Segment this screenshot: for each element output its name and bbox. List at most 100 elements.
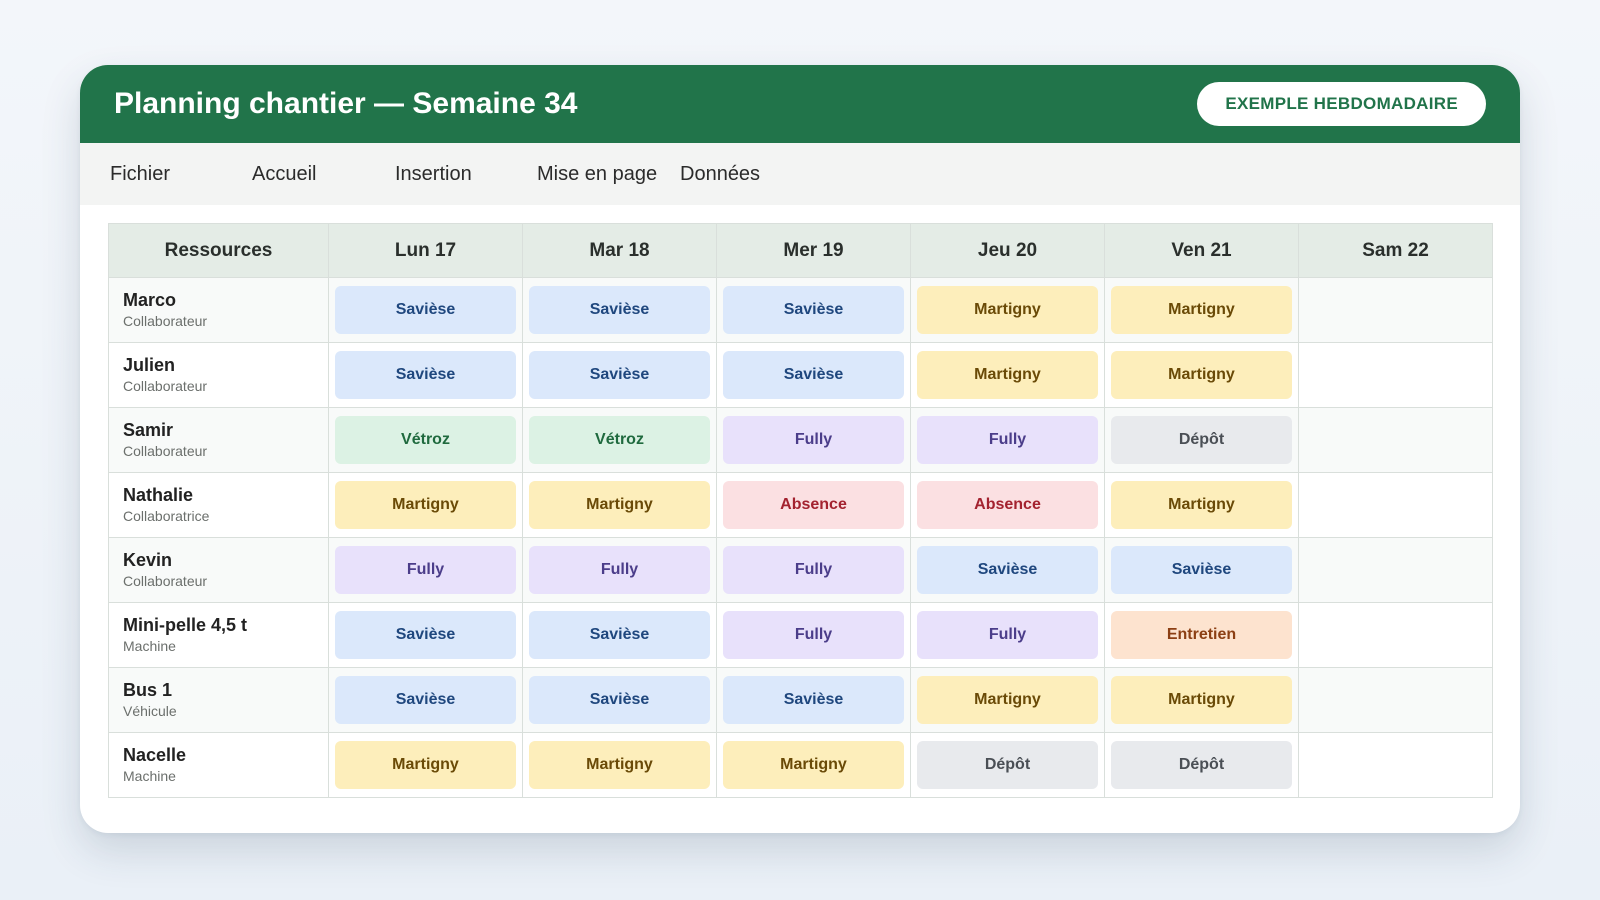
day-cell[interactable]: Absence — [910, 472, 1105, 538]
assignment-chip[interactable]: Fully — [917, 611, 1098, 659]
assignment-chip[interactable]: Fully — [723, 416, 904, 464]
day-cell[interactable]: Absence — [716, 472, 911, 538]
day-cell[interactable]: Savièse — [1104, 537, 1299, 603]
assignment-chip[interactable]: Martigny — [917, 676, 1098, 724]
day-cell[interactable]: Fully — [716, 602, 911, 668]
day-cell[interactable] — [1298, 667, 1493, 733]
day-cell[interactable] — [1298, 732, 1493, 798]
assignment-chip[interactable]: Absence — [723, 481, 904, 529]
assignment-chip[interactable]: Savièse — [335, 611, 516, 659]
resource-cell: Bus 1 Véhicule — [108, 667, 329, 733]
assignment-chip[interactable]: Fully — [529, 546, 710, 594]
day-cell[interactable]: Martigny — [910, 277, 1105, 343]
day-cell[interactable]: Vétroz — [522, 407, 717, 473]
day-cell[interactable]: Savièse — [522, 602, 717, 668]
day-cell[interactable]: Savièse — [328, 277, 523, 343]
day-cell[interactable]: Martigny — [328, 472, 523, 538]
day-cell[interactable]: Savièse — [716, 342, 911, 408]
assignment-chip[interactable]: Martigny — [917, 351, 1098, 399]
assignment-chip[interactable]: Savièse — [529, 286, 710, 334]
assignment-chip[interactable]: Martigny — [1111, 676, 1292, 724]
day-cell[interactable]: Dépôt — [910, 732, 1105, 798]
assignment-chip[interactable]: Savièse — [529, 676, 710, 724]
day-cell[interactable]: Savièse — [716, 667, 911, 733]
resource-type: Collaboratrice — [123, 508, 210, 524]
assignment-chip[interactable]: Martigny — [529, 481, 710, 529]
assignment-chip[interactable]: Savièse — [723, 676, 904, 724]
assignment-chip[interactable]: Dépôt — [1111, 416, 1292, 464]
day-cell[interactable]: Entretien — [1104, 602, 1299, 668]
tab-insertion[interactable]: Insertion — [395, 162, 472, 185]
tab-mise-en-page[interactable]: Mise en page — [537, 162, 658, 185]
day-cell[interactable]: Savièse — [328, 602, 523, 668]
day-cell[interactable] — [1298, 277, 1493, 343]
assignment-chip[interactable]: Savièse — [723, 286, 904, 334]
assignment-chip[interactable]: Martigny — [723, 741, 904, 789]
weekly-example-badge[interactable]: EXEMPLE HEBDOMADAIRE — [1197, 82, 1486, 126]
day-cell[interactable]: Martigny — [522, 472, 717, 538]
day-cell[interactable]: Martigny — [522, 732, 717, 798]
resource-type: Collaborateur — [123, 443, 208, 459]
day-cell[interactable] — [1298, 472, 1493, 538]
day-cell[interactable]: Savièse — [522, 342, 717, 408]
assignment-chip[interactable]: Absence — [917, 481, 1098, 529]
day-cell[interactable]: Savièse — [716, 277, 911, 343]
day-cell[interactable]: Martigny — [1104, 277, 1299, 343]
day-cell[interactable]: Savièse — [522, 277, 717, 343]
tab-fichier[interactable]: Fichier — [110, 162, 171, 185]
day-cell[interactable]: Fully — [910, 407, 1105, 473]
day-cell[interactable]: Dépôt — [1104, 732, 1299, 798]
assignment-chip[interactable]: Vétroz — [335, 416, 516, 464]
resource-cell: Marco Collaborateur — [108, 277, 329, 343]
assignment-chip[interactable]: Savièse — [335, 351, 516, 399]
day-cell[interactable]: Martigny — [716, 732, 911, 798]
assignment-chip[interactable]: Savièse — [335, 286, 516, 334]
day-cell[interactable]: Fully — [716, 407, 911, 473]
assignment-chip[interactable]: Savièse — [723, 351, 904, 399]
day-cell[interactable]: Fully — [716, 537, 911, 603]
day-cell[interactable]: Martigny — [328, 732, 523, 798]
tab-accueil[interactable]: Accueil — [252, 162, 317, 185]
assignment-chip[interactable]: Martigny — [1111, 286, 1292, 334]
resource-type: Machine — [123, 638, 176, 654]
assignment-chip[interactable]: Martigny — [335, 481, 516, 529]
assignment-chip[interactable]: Dépôt — [917, 741, 1098, 789]
assignment-chip[interactable]: Fully — [723, 546, 904, 594]
assignment-chip[interactable]: Vétroz — [529, 416, 710, 464]
day-cell[interactable]: Martigny — [1104, 342, 1299, 408]
assignment-chip[interactable]: Fully — [335, 546, 516, 594]
day-cell[interactable] — [1298, 342, 1493, 408]
tab-donnees[interactable]: Données — [680, 162, 761, 185]
assignment-chip[interactable]: Martigny — [1111, 351, 1292, 399]
assignment-chip[interactable]: Savièse — [529, 351, 710, 399]
day-cell[interactable]: Savièse — [522, 667, 717, 733]
assignment-chip[interactable]: Martigny — [335, 741, 516, 789]
assignment-chip[interactable]: Savièse — [1111, 546, 1292, 594]
assignment-chip[interactable]: Fully — [723, 611, 904, 659]
day-cell[interactable]: Fully — [522, 537, 717, 603]
day-cell[interactable]: Savièse — [910, 537, 1105, 603]
assignment-chip[interactable]: Fully — [917, 416, 1098, 464]
day-cell[interactable] — [1298, 407, 1493, 473]
assignment-chip[interactable]: Savièse — [335, 676, 516, 724]
assignment-chip[interactable]: Savièse — [529, 611, 710, 659]
day-cell[interactable]: Fully — [910, 602, 1105, 668]
day-cell[interactable]: Martigny — [1104, 472, 1299, 538]
day-cell[interactable]: Fully — [328, 537, 523, 603]
assignment-chip[interactable]: Martigny — [917, 286, 1098, 334]
day-cell[interactable]: Dépôt — [1104, 407, 1299, 473]
day-cell[interactable] — [1298, 602, 1493, 668]
day-cell[interactable]: Savièse — [328, 342, 523, 408]
day-cell[interactable]: Savièse — [328, 667, 523, 733]
assignment-chip[interactable]: Savièse — [917, 546, 1098, 594]
assignment-chip[interactable]: Martigny — [529, 741, 710, 789]
assignment-chip[interactable]: Dépôt — [1111, 741, 1292, 789]
assignment-chip[interactable]: Martigny — [1111, 481, 1292, 529]
day-cell[interactable]: Martigny — [1104, 667, 1299, 733]
day-cell[interactable] — [1298, 537, 1493, 603]
day-cell[interactable]: Martigny — [910, 667, 1105, 733]
day-cell[interactable]: Martigny — [910, 342, 1105, 408]
assignment-chip[interactable]: Entretien — [1111, 611, 1292, 659]
day-cell[interactable]: Vétroz — [328, 407, 523, 473]
resource-type: Machine — [123, 768, 176, 784]
